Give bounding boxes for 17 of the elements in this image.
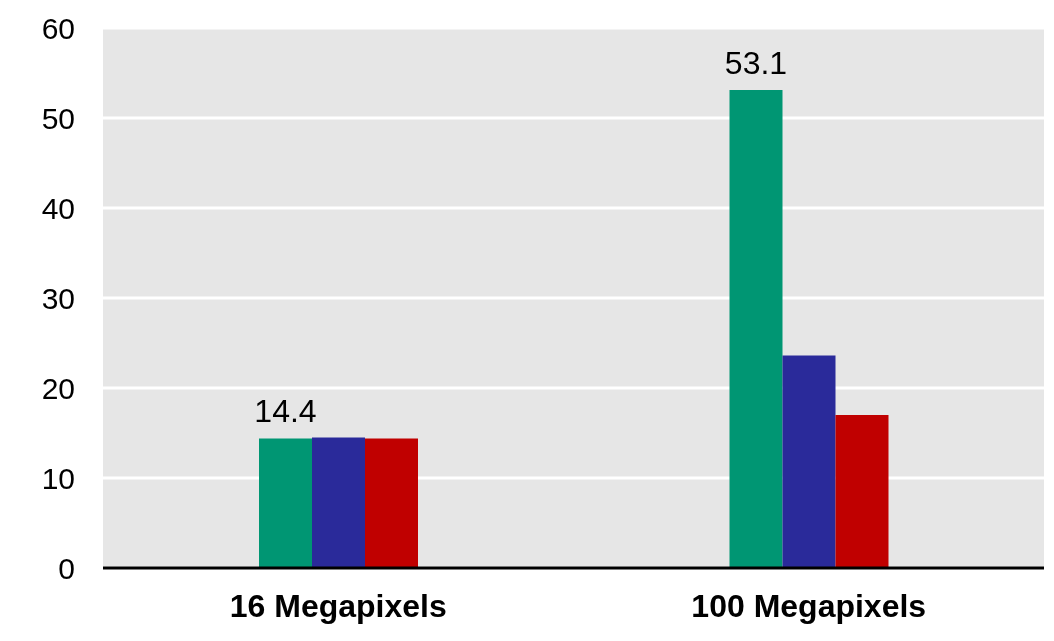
y-tick-label: 0 [58, 551, 75, 585]
x-tick-label: 100 Megapixels [691, 587, 927, 624]
bar [312, 437, 365, 568]
bar [259, 438, 312, 568]
y-tick-label: 20 [41, 371, 75, 405]
y-tick-label: 50 [41, 101, 75, 135]
y-tick-label: 30 [41, 281, 75, 315]
data-label: 14.4 [254, 393, 317, 430]
y-tick-label: 10 [41, 461, 75, 495]
y-tick-label: 40 [41, 191, 75, 225]
x-tick-label: 16 Megapixels [229, 587, 447, 624]
bar [835, 415, 889, 568]
bar [365, 438, 418, 568]
bar [729, 90, 783, 568]
bar [782, 355, 836, 568]
data-label: 53.1 [724, 45, 788, 82]
y-tick-label: 60 [41, 11, 75, 45]
